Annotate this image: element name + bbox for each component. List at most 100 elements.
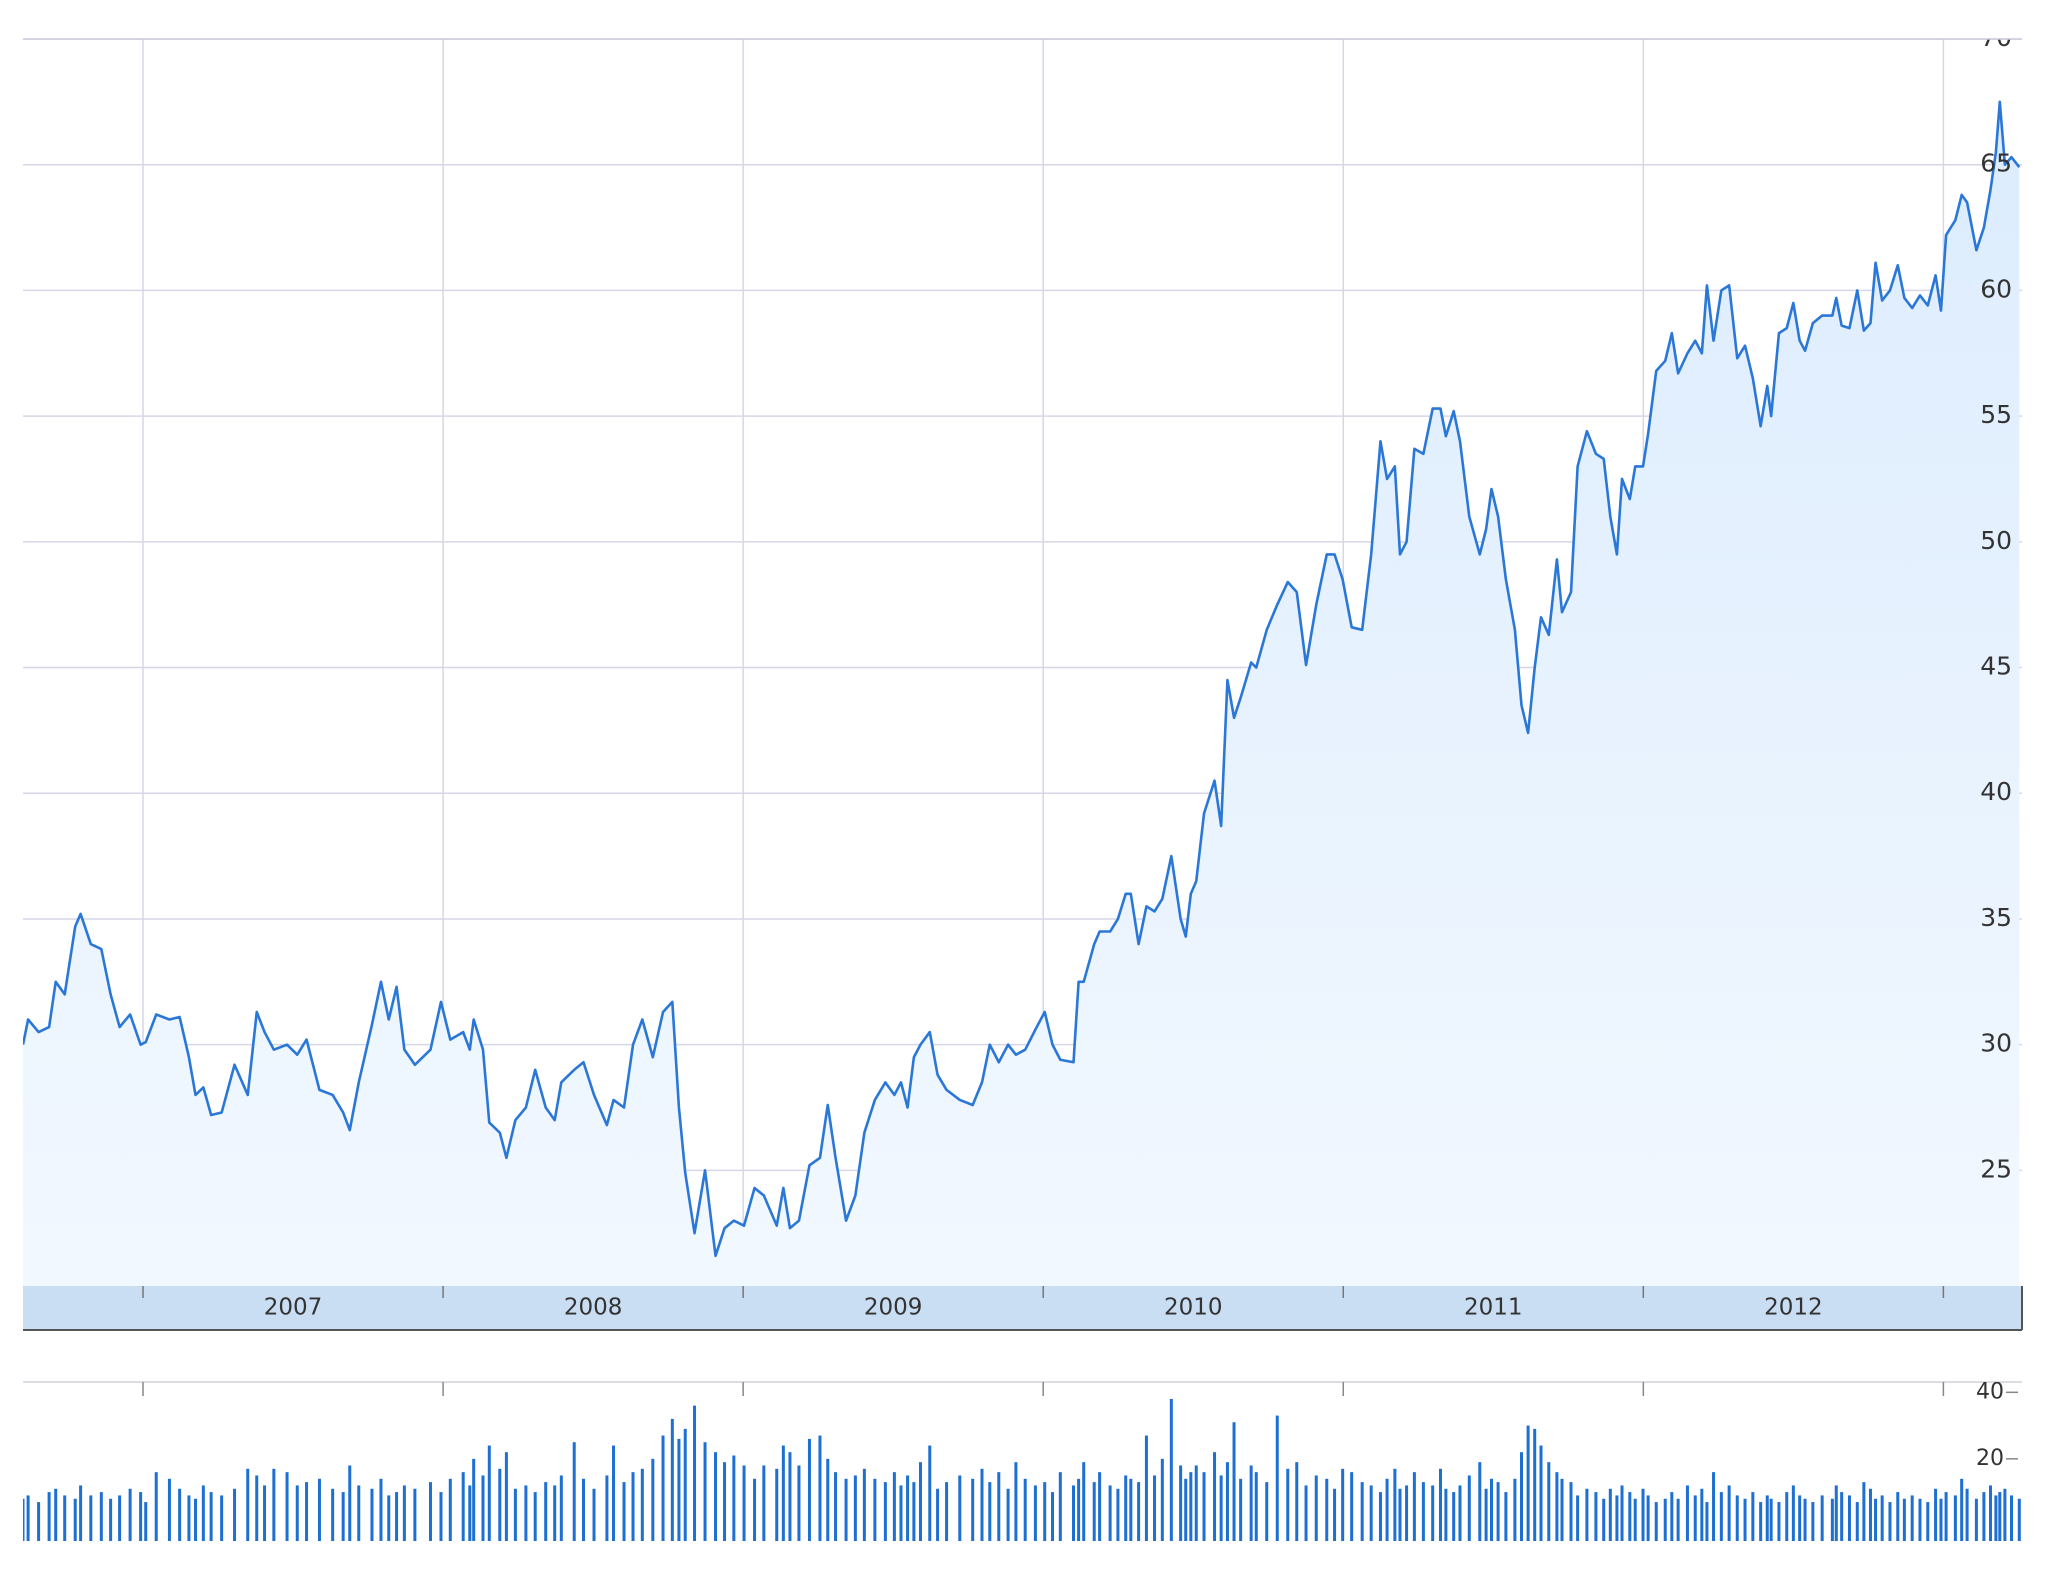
volume-bar: [1608, 1488, 1612, 1541]
volume-bar: [1398, 1488, 1402, 1541]
volume-bar: [1058, 1472, 1062, 1541]
volume-bar: [379, 1478, 383, 1541]
volume-bar: [742, 1465, 746, 1541]
volume-bar: [1124, 1475, 1128, 1541]
volume-bar: [1727, 1485, 1731, 1541]
volume-bar: [1385, 1478, 1389, 1541]
volume-bar: [1830, 1498, 1834, 1541]
volume-bar: [1663, 1498, 1667, 1541]
volume-bar: [295, 1485, 299, 1541]
volume-bar: [1785, 1492, 1789, 1541]
y-tick-label: 55: [1980, 400, 2012, 429]
volume-bar: [582, 1478, 586, 1541]
y-tick-label: 65: [1980, 149, 2012, 178]
volume-bar: [873, 1478, 877, 1541]
volume-bar: [1484, 1488, 1488, 1541]
volume-bar: [533, 1492, 537, 1541]
volume-bar: [1265, 1482, 1269, 1541]
x-tick-label: 2009: [864, 1295, 923, 1321]
volume-bar: [1569, 1482, 1573, 1541]
volume-bar: [1769, 1498, 1773, 1541]
volume-bar: [1555, 1472, 1559, 1541]
volume-bar: [1670, 1492, 1674, 1541]
volume-bar: [781, 1445, 785, 1541]
volume-bar: [1006, 1488, 1010, 1541]
volume-bar: [23, 1498, 25, 1541]
volume-bar: [524, 1485, 528, 1541]
volume-bar: [1153, 1475, 1157, 1541]
volume-bar: [826, 1458, 830, 1541]
volume-bar: [1982, 1492, 1986, 1541]
volume-bar: [1360, 1482, 1364, 1541]
volume-bar: [1513, 1478, 1517, 1541]
volume-bar: [631, 1472, 635, 1541]
volume-y-tick-label: 20: [1976, 1446, 2004, 1471]
volume-bar: [1539, 1445, 1543, 1541]
volume-bar: [1504, 1492, 1508, 1541]
volume-bar: [1452, 1492, 1456, 1541]
volume-bar: [553, 1485, 557, 1541]
volume-bar: [797, 1465, 801, 1541]
volume-bar: [1341, 1468, 1345, 1541]
volume-bar: [1467, 1475, 1471, 1541]
volume-bar: [461, 1472, 465, 1541]
volume-bar: [1862, 1482, 1866, 1541]
volume-bar: [1378, 1492, 1382, 1541]
volume-bar: [341, 1492, 345, 1541]
volume-bar: [1444, 1488, 1448, 1541]
volume-bar: [154, 1472, 158, 1541]
volume-bar: [1405, 1485, 1409, 1541]
volume-bar: [899, 1485, 903, 1541]
year-band: [23, 1286, 2022, 1330]
volume-bar: [622, 1482, 626, 1541]
volume-bar: [853, 1475, 857, 1541]
volume-bar: [1043, 1482, 1047, 1541]
volume-bar: [1988, 1485, 1992, 1541]
volume-bar: [387, 1495, 391, 1541]
volume-bar: [1628, 1492, 1632, 1541]
volume-bar: [958, 1475, 962, 1541]
volume-bar: [1576, 1495, 1580, 1541]
volume-bar: [818, 1435, 822, 1541]
volume-bar: [1225, 1462, 1229, 1541]
volume-bar: [862, 1468, 866, 1541]
volume-bar: [1072, 1485, 1076, 1541]
volume-bar: [481, 1475, 485, 1541]
x-tick-label: 2012: [1764, 1295, 1823, 1321]
volume-bar: [661, 1435, 665, 1541]
volume-bar: [1014, 1462, 1018, 1541]
volume-bar: [1759, 1502, 1763, 1541]
y-tick-label: 70: [1980, 23, 2012, 52]
volume-bar: [1751, 1492, 1755, 1541]
volume-bar: [1944, 1492, 1948, 1541]
volume-bar: [1735, 1495, 1739, 1541]
volume-bar: [1641, 1488, 1645, 1541]
volume-bar: [167, 1478, 171, 1541]
area: [23, 101, 2020, 1286]
volume-bar: [1219, 1475, 1223, 1541]
volume-bar: [1286, 1468, 1290, 1541]
volume-bar: [1874, 1498, 1878, 1541]
y-tick-label: 45: [1980, 652, 2012, 681]
volume-bar: [1232, 1422, 1236, 1541]
line: [23, 100, 2021, 1258]
volume-bar: [1965, 1488, 1969, 1541]
volume-bar: [1489, 1478, 1493, 1541]
volume-bar: [892, 1472, 896, 1541]
volume-bar: [1496, 1482, 1500, 1541]
volume-bar: [1438, 1468, 1442, 1541]
plot-area: 25 30 35 40 45 50 55 60 65 70: [23, 23, 2021, 1286]
volume-bar: [918, 1462, 922, 1541]
volume-bar: [1902, 1498, 1906, 1541]
volume-bar: [139, 1492, 143, 1541]
volume-bar: [1213, 1452, 1217, 1541]
volume-bar: [109, 1498, 113, 1541]
volume-bar: [762, 1465, 766, 1541]
volume-bar: [1092, 1482, 1096, 1541]
volume-bar: [572, 1442, 576, 1541]
y-tick-label: 30: [1980, 1029, 2012, 1058]
volume-bar: [395, 1492, 399, 1541]
volume-bar: [1868, 1488, 1872, 1541]
